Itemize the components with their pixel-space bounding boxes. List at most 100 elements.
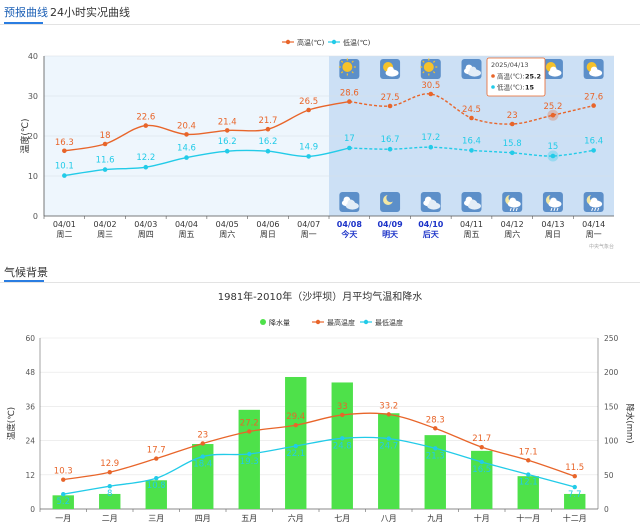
tab-24h-live-curve[interactable]: 24小时实况曲线 [50,6,130,19]
label-min-temp: 7.7 [568,490,582,500]
rain-night-icon-raindrop [556,207,559,212]
label-min-temp: 21.3 [426,451,445,461]
cloudy-night-icon [420,192,441,212]
rain-night-icon-raindrop [550,207,553,212]
sunny-icon-ray [351,60,354,63]
point-low-temp [224,148,230,154]
label-min-temp: 22.1 [286,449,305,459]
climate-month-label: 三月 [148,514,164,523]
rain-night-icon-cloud-top [509,197,517,205]
point-min-temp [154,476,159,481]
forecast-weekday-label: 今天 [340,229,358,239]
label-max-temp: 10.3 [54,467,73,477]
label-min-temp: 12.1 [519,478,538,488]
point-high-temp [591,103,596,108]
rain-night-icon [542,192,563,212]
climate-y-left-tick-label: 0 [30,505,35,514]
label-low-temp: 12.2 [136,153,155,163]
label-high-temp: 25.2 [543,102,562,112]
tooltip-date: 2025/04/13 [491,61,528,69]
sunny-icon [338,58,360,79]
label-high-temp: 26.5 [299,97,318,107]
legend-high-label: 高温(℃) [297,38,325,47]
forecast-date-label: 04/10 [418,220,444,229]
forecast-weekday-label: 周五 [179,230,195,239]
forecast-weekday-label: 明天 [382,230,399,239]
cloudy-icon-cloud-top [469,66,477,74]
label-max-temp: 28.3 [426,415,445,425]
point-low-temp [306,154,311,159]
forecast-date-label: 04/09 [377,220,403,229]
label-low-temp: 10.1 [55,162,74,172]
climate-month-label: 一月 [55,514,71,523]
point-max-temp [293,423,298,428]
point-min-temp [107,484,112,489]
label-max-temp: 12.9 [100,459,119,469]
label-low-temp: 17 [344,134,355,144]
label-high-temp: 28.6 [340,89,359,99]
climate-legend: 降水量 最高温度 最低温度 [260,318,403,327]
climate-y-left-title: 温度(℃) [6,407,17,440]
point-low-temp [428,144,434,150]
point-max-temp [433,426,438,431]
forecast-weekday-label: 周四 [138,230,154,239]
point-min-temp [61,491,66,497]
forecast-legend: 高温(℃) 低温(℃) [282,38,371,47]
forecast-date-label: 04/13 [541,220,564,229]
precip-bar [145,480,167,509]
precip-bar [238,409,260,509]
forecast-date-label: 04/02 [94,220,117,229]
point-high-temp [387,103,393,109]
point-max-temp [340,412,345,418]
climate-section-underline [4,280,44,282]
point-low-temp [469,148,474,153]
label-max-temp: 33.2 [379,401,398,411]
forecast-y-tick-label: 30 [28,92,38,101]
label-min-temp: 10.8 [147,481,166,491]
tooltip-box [486,57,546,97]
forecast-date-label: 04/11 [460,220,483,229]
legend-min-temp-label: 最低温度 [375,318,403,327]
partly-cloudy-icon-cloud-top [387,66,394,74]
point-high-temp [306,107,311,113]
rain-night-icon [502,192,523,212]
point-high-temp [143,123,149,128]
label-high-temp: 20.4 [177,121,196,131]
point-min-temp [526,472,531,477]
label-high-temp: 18 [100,131,111,141]
cloudy-icon [461,59,482,79]
point-min-temp [247,451,252,457]
climate-y-left-tick-label: 48 [25,368,35,377]
label-high-temp: 30.5 [421,81,440,91]
tooltip-high-marker [491,74,495,78]
label-min-temp: 24.7 [379,442,398,452]
tab-forecast-curve[interactable]: 预报曲线 [4,6,48,19]
point-min-temp [479,459,484,465]
point-max-temp [386,412,391,417]
climate-month-label: 八月 [381,514,397,523]
point-max-temp [479,444,484,450]
sunny-icon-ray [422,60,425,63]
sunny-icon-sun [423,62,434,72]
climate-month-label: 十月 [474,513,490,523]
point-min-temp [433,446,438,451]
precip-bar [99,493,121,509]
label-high-temp: 22.6 [136,113,155,123]
point-low-temp [591,148,596,153]
label-high-temp: 24.5 [462,105,481,115]
label-max-temp: 33 [337,402,348,412]
tooltip-low-label: 低温(℃): [497,83,525,92]
precip-bar [378,413,400,509]
label-low-temp: 16.4 [462,136,481,146]
sunny-icon-ray [432,60,436,63]
rain-night-icon-raindrop [594,207,597,212]
point-low-temp [509,150,515,156]
precip-bar [471,450,493,509]
label-high-temp: 27.5 [381,93,400,103]
label-low-temp: 16.7 [381,135,400,145]
label-min-temp: 24.8 [333,441,352,451]
cloudy-night-icon-cloud-top [469,199,477,207]
partly-cloudy-icon-cloud-top [590,66,598,74]
climate-month-label: 十二月 [563,513,587,523]
point-min-temp [572,484,577,490]
